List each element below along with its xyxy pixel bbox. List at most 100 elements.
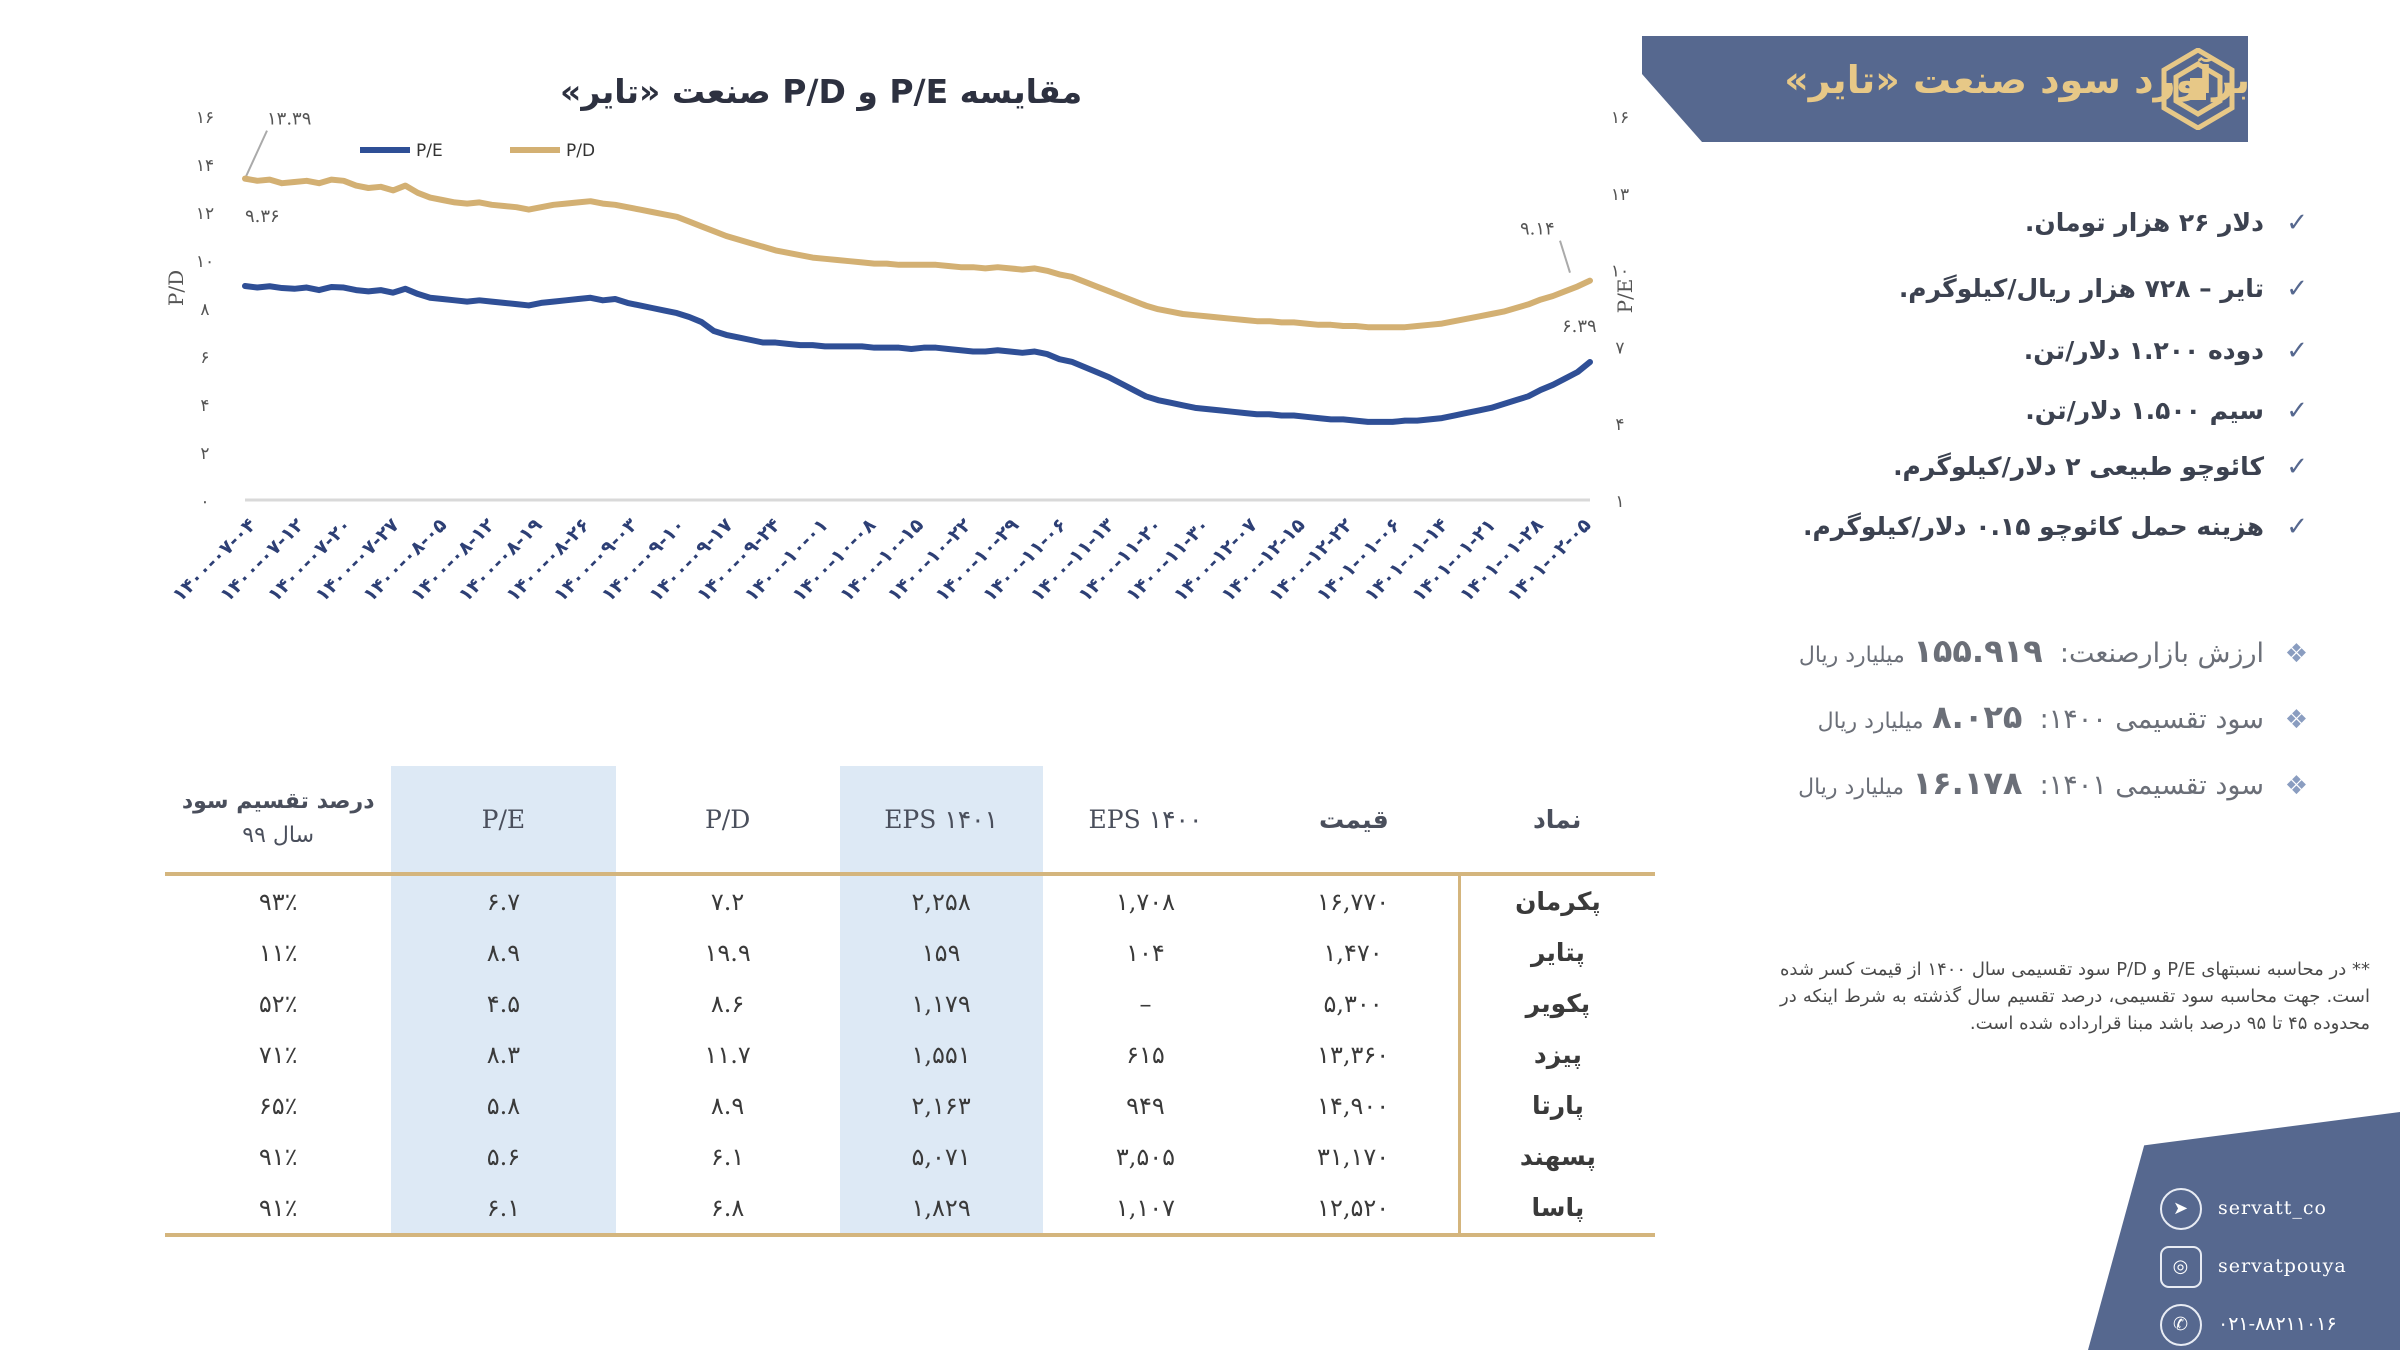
- stat-dividend-1400: ❖سود تقسیمی ۱۴۰۰: ۸.۰۲۵ میلیارد ریال: [1817, 698, 2308, 736]
- legend-label: P/D: [566, 141, 595, 161]
- cell-dividend: ۱۱٪: [258, 938, 298, 967]
- table-row: پکویر ۵,۳۰۰ – ۱,۱۷۹ ۸.۶ ۴.۵ ۵۲٪: [165, 978, 1655, 1029]
- assumption-item: ✓دوده ۱.۲۰۰ دلار/تن.: [2023, 336, 2308, 366]
- cell-price: ۱,۴۷۰: [1323, 938, 1383, 967]
- cell-symbol: پکرمان: [1457, 874, 1655, 927]
- header-banner: [1642, 36, 2248, 142]
- cell-pe: ۴.۵: [391, 978, 616, 1029]
- cell-pe: ۶.۱: [391, 1182, 616, 1235]
- cell-price: ۵,۳۰۰: [1323, 989, 1383, 1018]
- y-right-axis-label: P/E: [1613, 279, 1637, 314]
- diamond-bullet-icon: ❖: [2284, 639, 2308, 669]
- table-row: پاسا ۱۲,۵۲۰ ۱,۱۰۷ ۱,۸۲۹ ۶.۸ ۶.۱ ۹۱٪: [165, 1182, 1655, 1235]
- cell-symbol: پارتا: [1457, 1080, 1655, 1131]
- cell-pe: ۵.۶: [391, 1131, 616, 1182]
- cell-dividend: ۷۱٪: [258, 1040, 298, 1069]
- cell-eps1400: ۶۱۵: [1126, 1040, 1165, 1069]
- cell-eps1401: ۱۵۹: [839, 927, 1043, 978]
- data-label-start-pe: ۹.۳۶: [245, 206, 280, 227]
- cell-pe: ۶.۷: [391, 874, 616, 927]
- cell-price: ۳۱,۱۷۰: [1317, 1142, 1390, 1171]
- y-right-tick-label: ۱۳: [1611, 185, 1629, 205]
- chart-title: مقایسه P/E و P/D صنعت «تایر»: [560, 72, 1083, 111]
- header-dividend: درصد تقسیم سود سال ۹۹: [181, 789, 375, 848]
- series-line-pe: [242, 282, 1593, 425]
- assumption-item: ✓دلار ۲۶ هزار تومان.: [2024, 208, 2308, 238]
- cell-eps1401: ۲,۱۶۳: [839, 1080, 1043, 1131]
- series-line-pd: [242, 175, 1593, 331]
- cell-pe: ۵.۸: [391, 1080, 616, 1131]
- cell-pd: ۸.۹: [710, 1091, 745, 1120]
- cell-price: ۱۴,۹۰۰: [1317, 1091, 1390, 1120]
- assumption-item: ✓تایر – ۷۲۸ هزار ریال/کیلوگرم.: [1898, 274, 2308, 304]
- footnote: ** در محاسبه نسبتهای P/E و P/D سود تقسیم…: [1780, 959, 2370, 1034]
- table-row: پسهند ۳۱,۱۷۰ ۳,۵۰۵ ۵,۰۷۱ ۶.۱ ۵.۶ ۹۱٪: [165, 1131, 1655, 1182]
- table-row: پکرمان ۱۶,۷۷۰ ۱,۷۰۸ ۲,۲۵۸ ۷.۲ ۶.۷ ۹۳٪: [165, 874, 1655, 927]
- header-pd: P/D: [704, 804, 751, 834]
- cell-pe: ۸.۹: [391, 927, 616, 978]
- cell-eps1400: ۹۴۹: [1126, 1091, 1165, 1120]
- instagram-contact[interactable]: ◎ servatpouya: [2160, 1246, 2347, 1288]
- cell-eps1400: ۱,۱۰۷: [1115, 1193, 1176, 1222]
- cell-dividend: ۵۲٪: [258, 989, 298, 1018]
- header-price: قیمت: [1318, 804, 1389, 834]
- cell-eps1401: ۱,۵۵۱: [839, 1029, 1043, 1080]
- y-left-tick-label: ۰: [200, 492, 209, 512]
- check-icon: ✓: [2286, 452, 2308, 482]
- cell-eps1401: ۵,۰۷۱: [839, 1131, 1043, 1182]
- data-label-end-pd: ۹.۱۴: [1520, 219, 1555, 240]
- cell-eps1400: ۱۰۴: [1126, 938, 1165, 967]
- table-row: پیزد ۱۳,۳۶۰ ۶۱۵ ۱,۵۵۱ ۱۱.۷ ۸.۳ ۷۱٪: [165, 1029, 1655, 1080]
- cell-pd: ۶.۸: [710, 1193, 745, 1222]
- cell-eps1400: –: [1139, 989, 1152, 1018]
- cell-dividend: ۹۱٪: [258, 1193, 298, 1222]
- y-left-tick-label: ۱۰: [196, 252, 214, 272]
- annotation-leader: [1559, 240, 1571, 273]
- cell-pd: ۷.۲: [710, 887, 745, 916]
- check-icon: ✓: [2286, 512, 2308, 542]
- header-eps1401: EPS ۱۴۰۱: [839, 766, 1043, 874]
- check-icon: ✓: [2286, 274, 2308, 304]
- phone-icon: ✆: [2160, 1304, 2202, 1346]
- cell-pd: ۸.۶: [710, 989, 745, 1018]
- cell-pd: ۱۱.۷: [704, 1040, 751, 1069]
- y-left-tick-label: ۱۶: [196, 108, 214, 128]
- phone-contact[interactable]: ✆ ۰۲۱-۸۸۲۱۱۰۱۶: [2160, 1304, 2337, 1346]
- y-right-tick-label: ۱: [1615, 492, 1624, 512]
- check-icon: ✓: [2286, 336, 2308, 366]
- y-right-tick-label: ۱۰: [1611, 262, 1629, 282]
- diamond-bullet-icon: ❖: [2284, 771, 2308, 801]
- assumption-item: ✓هزینه حمل کائوچو ۰.۱۵ دلار/کیلوگرم.: [1802, 512, 2308, 542]
- cell-pd: ۱۹.۹: [704, 938, 751, 967]
- data-label-end-pe: ۶.۳۹: [1562, 316, 1597, 337]
- cell-dividend: ۶۵٪: [258, 1091, 298, 1120]
- y-left-tick-label: ۶: [200, 348, 209, 368]
- header-eps1400: EPS ۱۴۰۰: [1088, 804, 1203, 834]
- table-header-row: نماد قیمت EPS ۱۴۰۰ EPS ۱۴۰۱ P/D P/E درصد…: [165, 766, 1655, 874]
- y-right-tick-label: ۱۶: [1611, 108, 1629, 128]
- cell-eps1400: ۱,۷۰۸: [1115, 887, 1176, 916]
- cell-eps1401: ۱,۱۷۹: [839, 978, 1043, 1029]
- stat-market-value: ❖ارزش بازارصنعت: ۱۵۵.۹۱۹ میلیارد ریال: [1798, 632, 2308, 670]
- y-left-axis-label: P/D: [164, 270, 188, 306]
- header-pe: P/E: [391, 766, 616, 874]
- check-icon: ✓: [2286, 396, 2308, 426]
- telegram-contact[interactable]: ➤ servatt_co: [2160, 1188, 2327, 1230]
- cell-dividend: ۹۱٪: [258, 1142, 298, 1171]
- table-row: پتایر ۱,۴۷۰ ۱۰۴ ۱۵۹ ۱۹.۹ ۸.۹ ۱۱٪: [165, 927, 1655, 978]
- stat-dividend-1401: ❖سود تقسیمی ۱۴۰۱: ۱۶.۱۷۸ میلیارد ریال: [1798, 764, 2308, 802]
- instagram-icon: ◎: [2160, 1246, 2202, 1288]
- cell-symbol: پاسا: [1457, 1182, 1655, 1235]
- y-left-tick-label: ۸: [200, 300, 209, 320]
- cell-pd: ۶.۱: [710, 1142, 745, 1171]
- legend-label: P/E: [416, 141, 443, 161]
- cell-price: ۱۳,۳۶۰: [1317, 1040, 1390, 1069]
- assumption-item: ✓سیم ۱.۵۰۰ دلار/تن.: [2025, 396, 2308, 426]
- check-icon: ✓: [2286, 208, 2308, 238]
- industry-table: نماد قیمت EPS ۱۴۰۰ EPS ۱۴۰۱ P/D P/E درصد…: [165, 766, 1655, 1237]
- cell-pe: ۸.۳: [391, 1029, 616, 1080]
- y-left-tick-label: ۴: [200, 396, 209, 416]
- telegram-icon: ➤: [2160, 1188, 2202, 1230]
- header-symbol: نماد: [1532, 804, 1582, 834]
